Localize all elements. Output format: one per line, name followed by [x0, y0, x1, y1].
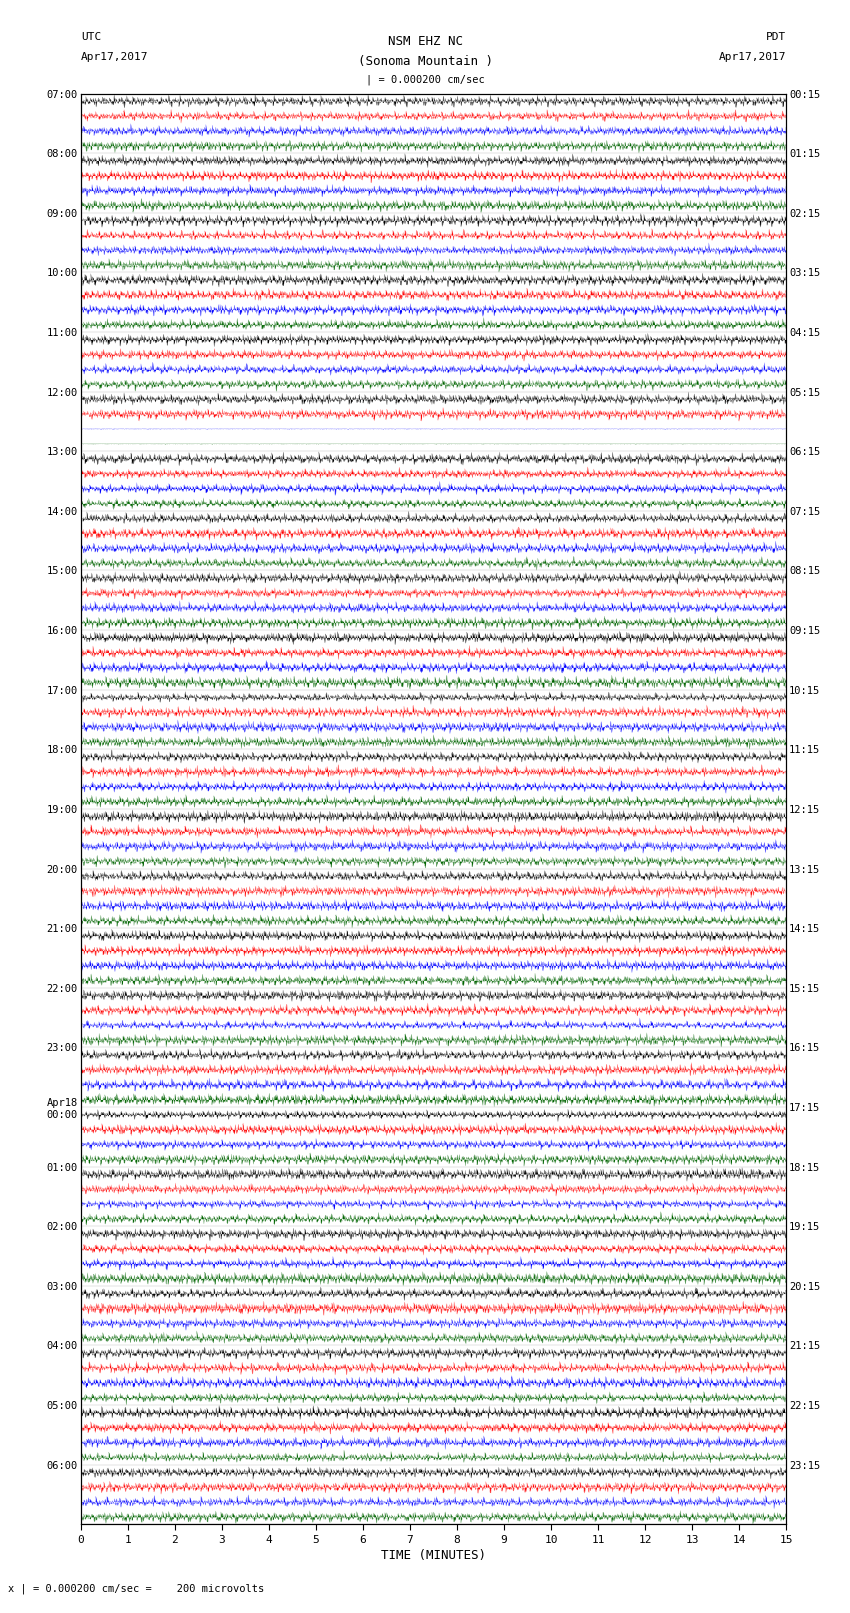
Text: x | = 0.000200 cm/sec =    200 microvolts: x | = 0.000200 cm/sec = 200 microvolts [8, 1582, 264, 1594]
Text: Apr17,2017: Apr17,2017 [81, 52, 148, 61]
Text: | = 0.000200 cm/sec: | = 0.000200 cm/sec [366, 74, 484, 85]
Text: Apr17,2017: Apr17,2017 [719, 52, 786, 61]
Text: PDT: PDT [766, 32, 786, 42]
Text: UTC: UTC [81, 32, 101, 42]
X-axis label: TIME (MINUTES): TIME (MINUTES) [381, 1548, 486, 1561]
Text: (Sonoma Mountain ): (Sonoma Mountain ) [358, 55, 492, 68]
Text: NSM EHZ NC: NSM EHZ NC [388, 35, 462, 48]
